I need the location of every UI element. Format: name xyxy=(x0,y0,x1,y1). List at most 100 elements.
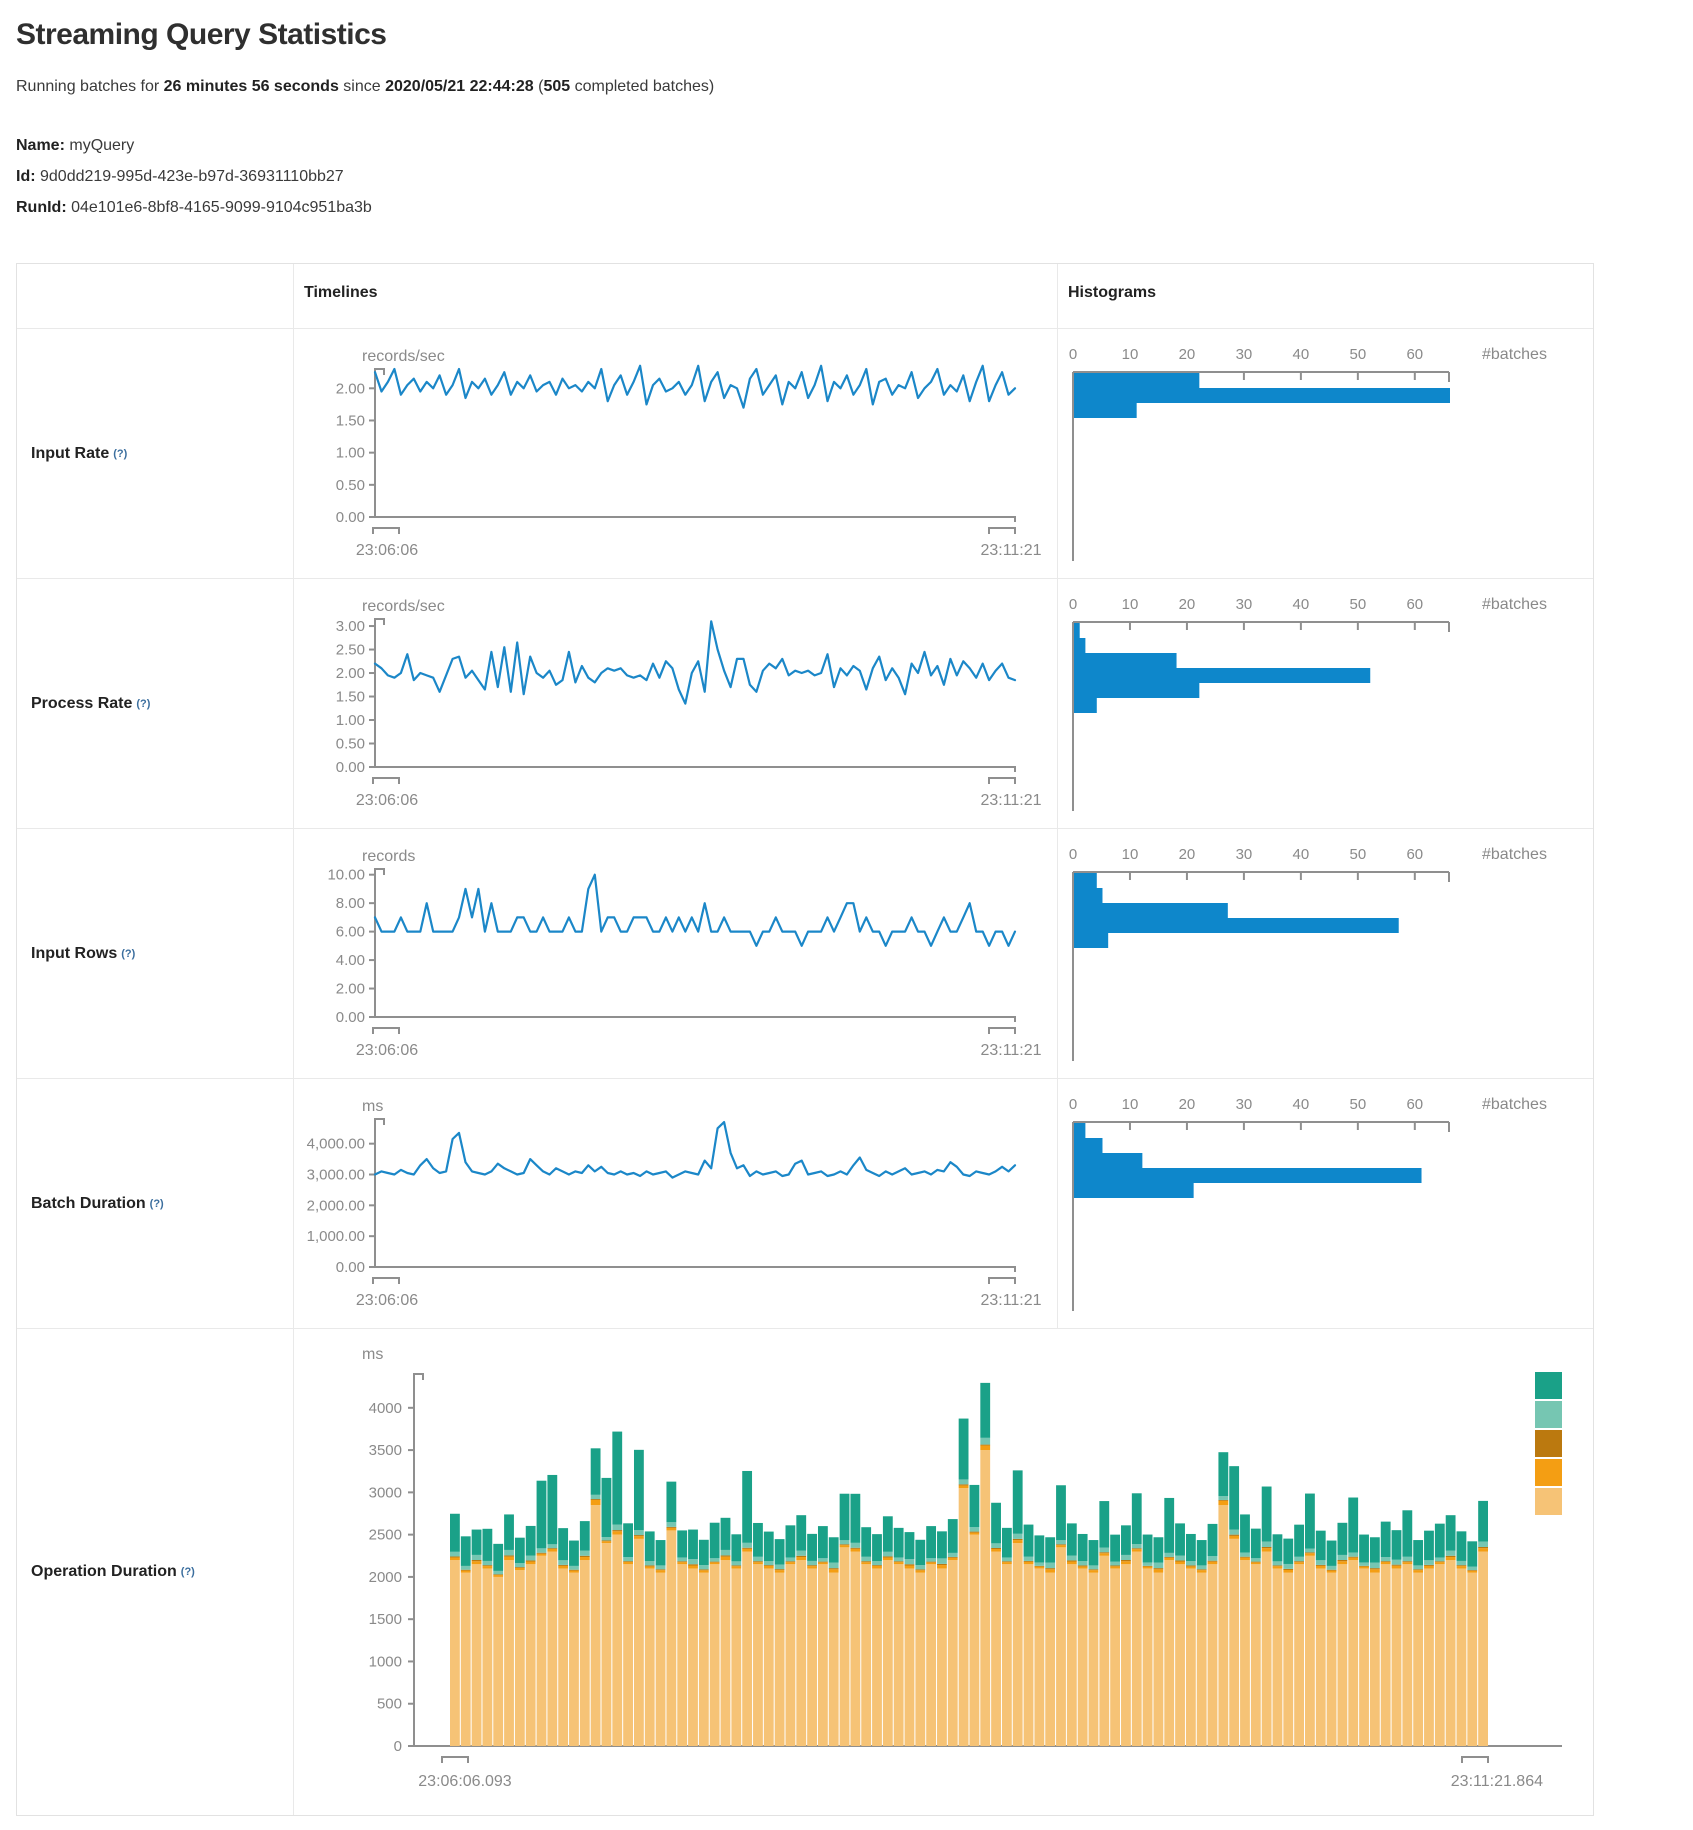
stacked-bar-segment-tan xyxy=(709,1564,720,1746)
svg-text:50: 50 xyxy=(1350,1096,1367,1113)
stacked-bar-segment-dark-orange xyxy=(1023,1560,1034,1562)
query-id-value: 9d0dd219-995d-423e-b97d-36931110bb27 xyxy=(40,168,344,185)
stacked-bar-segment-light-teal xyxy=(1445,1550,1456,1556)
stacked-bar-segment-dark-orange xyxy=(1110,1565,1121,1567)
stacked-bar-segment-light-teal xyxy=(850,1542,861,1548)
stacked-bar-segment-light-teal xyxy=(1164,1552,1175,1557)
histogram-bar xyxy=(1074,903,1228,918)
stacked-bar-segment-tan xyxy=(861,1564,872,1746)
stacked-bar-segment-orange xyxy=(1424,1565,1434,1569)
query-runid-row: RunId: 04e101e6-8bf8-4165-9099-9104c951b… xyxy=(16,192,1677,223)
stacked-bar-segment-dark-orange xyxy=(1066,1560,1077,1562)
svg-text:0.00: 0.00 xyxy=(336,509,365,526)
stacked-bar-segment-orange xyxy=(1185,1566,1196,1569)
running-batches-summary: Running batches for 26 minutes 56 second… xyxy=(16,78,1677,96)
input-rate-label: Input Rate xyxy=(31,444,110,462)
histogram-bar xyxy=(1074,623,1080,638)
stacked-bar-segment-light-teal xyxy=(731,1561,742,1566)
stacked-bar-segment-orange xyxy=(1456,1566,1467,1569)
stacked-bar-segment-light-teal xyxy=(774,1564,785,1570)
stacked-bar-segment-orange xyxy=(839,1545,850,1548)
operation-duration-help-icon[interactable]: (?) xyxy=(180,1566,195,1578)
stacked-bar-segment-teal xyxy=(1315,1530,1326,1561)
stacked-bar-segment-light-teal xyxy=(893,1557,904,1562)
legend-swatch-3[interactable] xyxy=(1535,1459,1562,1486)
legend-swatch-2[interactable] xyxy=(1535,1430,1562,1457)
stacked-bar-segment-tan xyxy=(893,1564,904,1746)
stacked-bar-segment-teal xyxy=(904,1532,915,1560)
stacked-bar-segment-tan xyxy=(1337,1564,1348,1746)
input-rows-help-icon[interactable]: (?) xyxy=(121,947,136,960)
stacked-bar-segment-teal xyxy=(1207,1523,1218,1557)
summary-paren-close: completed batches) xyxy=(570,78,715,95)
svg-text:23:11:21: 23:11:21 xyxy=(980,542,1041,559)
stacked-bar-segment-teal xyxy=(623,1523,633,1558)
histogram-bar xyxy=(1074,1183,1194,1198)
stacked-bar-segment-tan xyxy=(698,1572,709,1746)
stacked-bar-segment-light-teal xyxy=(828,1562,839,1569)
stacked-bar-segment-tan xyxy=(731,1568,742,1746)
summary-start-time: 2020/05/21 22:44:28 xyxy=(385,78,534,95)
stacked-bar-segment-orange xyxy=(980,1445,991,1451)
stacked-bar-segment-dark-orange xyxy=(1315,1564,1326,1566)
histogram-bar xyxy=(1074,1153,1143,1168)
stacked-bar-segment-dark-orange xyxy=(450,1556,460,1558)
batch-duration-help-icon[interactable]: (?) xyxy=(149,1197,164,1210)
stacked-bar-segment-light-teal xyxy=(1207,1556,1218,1561)
stacked-bar-segment-teal xyxy=(1077,1533,1088,1562)
svg-text:0.00: 0.00 xyxy=(336,759,365,776)
stacked-bar-segment-dark-orange xyxy=(1445,1555,1456,1558)
svg-text:0: 0 xyxy=(1069,596,1077,613)
stacked-bar-segment-orange xyxy=(1001,1562,1012,1565)
stacked-bar-segment-teal xyxy=(579,1521,590,1551)
svg-text:ms: ms xyxy=(362,1346,383,1363)
stacked-bar-segment-orange xyxy=(882,1557,893,1560)
stacked-bar-segment-orange xyxy=(861,1562,872,1565)
operation-duration-stacked-chart: ms 4000 3500 3000 2500 2000 1500 1000 500 0 23:06:… xyxy=(293,1328,1593,1815)
stacked-bar-segment-dark-orange xyxy=(980,1444,991,1446)
stacked-bar-segment-teal xyxy=(1261,1486,1272,1542)
stacked-bar-segment-tan xyxy=(482,1568,493,1746)
stacked-bar-segment-tan xyxy=(471,1564,482,1746)
stacked-bar-segment-teal xyxy=(915,1539,926,1566)
stacked-bar-segment-dark-orange xyxy=(590,1499,601,1500)
stacked-bar-segment-orange xyxy=(1142,1566,1153,1569)
stacked-bar-segment-teal xyxy=(1391,1530,1402,1560)
stacked-bar-segment-orange xyxy=(1337,1561,1348,1565)
stacked-bar-segment-orange xyxy=(1380,1562,1391,1565)
svg-text:60: 60 xyxy=(1406,596,1423,613)
stacked-bar-segment-orange xyxy=(774,1570,785,1573)
stacked-bar-segment-light-teal xyxy=(1099,1547,1110,1553)
process-rate-help-icon[interactable]: (?) xyxy=(136,697,151,710)
stacked-bar-segment-teal xyxy=(1131,1493,1142,1545)
stacked-bar-segment-teal xyxy=(633,1449,644,1531)
stacked-bar-segment-teal xyxy=(666,1481,677,1523)
stacked-bar-segment-light-teal xyxy=(796,1550,807,1556)
stacked-bar-segment-tan xyxy=(1359,1568,1369,1746)
stacked-bar-segment-light-teal xyxy=(688,1559,698,1565)
stacked-bar-segment-light-teal xyxy=(763,1561,774,1566)
stacked-bar-segment-teal xyxy=(1240,1514,1250,1553)
stacked-bar-segment-tan xyxy=(980,1450,991,1746)
legend-swatch-4[interactable] xyxy=(1535,1488,1562,1515)
stacked-bar-segment-light-teal xyxy=(882,1551,893,1557)
stacked-bar-segment-light-teal xyxy=(655,1565,666,1570)
histogram-svg: 0 10 20 30 40 50 60 #batches xyxy=(1069,846,1547,1061)
legend-swatch-1[interactable] xyxy=(1535,1401,1562,1428)
stacked-bar-segment-orange xyxy=(1369,1569,1380,1573)
histogram-svg: 0 10 20 30 40 50 60 #batches xyxy=(1069,1096,1547,1311)
stacked-bar-segment-light-teal xyxy=(1196,1565,1207,1570)
stacked-bar-segment-orange xyxy=(937,1565,947,1569)
stacked-bar-segment-light-teal xyxy=(450,1551,460,1557)
svg-text:3,000.00: 3,000.00 xyxy=(307,1167,365,1184)
histogram-bar xyxy=(1074,683,1200,698)
stacked-bar-segment-orange xyxy=(731,1566,742,1569)
svg-text:20: 20 xyxy=(1179,846,1196,863)
stacked-bar-segment-light-teal xyxy=(1434,1557,1445,1562)
stacked-bar-segment-light-teal xyxy=(1218,1496,1229,1500)
stacked-bar-segment-dark-orange xyxy=(958,1484,969,1486)
legend-swatch-0[interactable] xyxy=(1535,1372,1562,1399)
stacked-bar-segment-teal xyxy=(1348,1497,1359,1553)
input-rate-help-icon[interactable]: (?) xyxy=(113,447,128,460)
svg-text:10: 10 xyxy=(1122,596,1139,613)
